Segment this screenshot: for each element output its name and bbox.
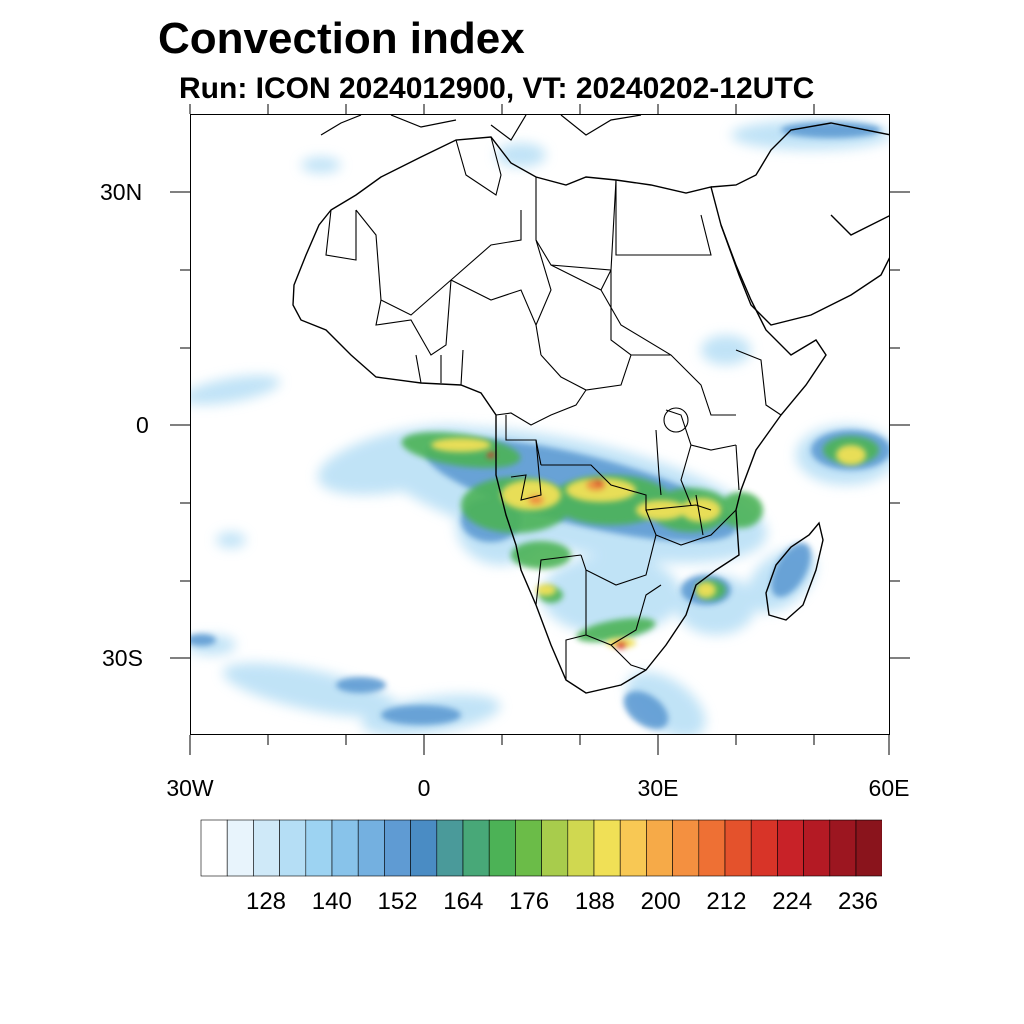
- colorbar-box: [436, 819, 464, 877]
- colorbar-box: [253, 819, 280, 877]
- lat-label-30n: 30N: [100, 179, 143, 205]
- map-panel[interactable]: [190, 114, 890, 735]
- colorbar-label: 188: [574, 888, 615, 915]
- colorbar-box: [593, 819, 621, 877]
- lon-label-0: 0: [417, 775, 431, 801]
- colorbar-box: [541, 819, 569, 877]
- colorbar-box: [750, 819, 778, 877]
- colorbar-box: [357, 819, 385, 877]
- colorbar-box: [724, 819, 752, 877]
- colorbar-box: [384, 819, 411, 877]
- lat-label-0: 0: [136, 412, 149, 438]
- colorbar-box: [672, 819, 700, 877]
- country-borders: [325, 136, 782, 680]
- lon-label-30e: 30E: [637, 775, 679, 801]
- colorbar-box: [279, 819, 307, 877]
- colorbar-label: 212: [706, 888, 747, 915]
- arabia-coastline: [710, 122, 889, 326]
- colorbar-label: 236: [837, 888, 879, 915]
- great-lakes: [655, 407, 704, 536]
- colorbar-box: [200, 819, 228, 877]
- colorbar-box: [855, 819, 882, 877]
- map-title: Convection index: [158, 14, 525, 63]
- colorbar-box: [410, 819, 438, 877]
- madagascar-outline: [765, 521, 824, 621]
- lon-label-30w: 30W: [166, 775, 214, 801]
- colorbar-box: [646, 819, 673, 877]
- colorbar-box: [698, 819, 726, 877]
- colorbar-label: 152: [377, 888, 418, 915]
- map-subtitle: Run: ICON 2024012900, VT: 20240202-12UTC: [179, 72, 815, 105]
- lon-label-60e: 60E: [868, 775, 910, 801]
- colorbar-label: 164: [443, 888, 484, 915]
- colorbar-box: [619, 819, 647, 877]
- colorbar-box: [305, 819, 333, 877]
- colorbar-label: 140: [311, 888, 352, 915]
- africa-coastline: [292, 136, 827, 694]
- colorbar-label: 200: [640, 888, 681, 915]
- colorbar-box: [462, 819, 490, 877]
- colorbar-box: [226, 819, 254, 877]
- map-canvas: [191, 115, 889, 734]
- colorbar-box: [829, 819, 857, 877]
- colorbar-box: [488, 819, 516, 877]
- colorbar-box: [803, 819, 831, 877]
- colorbar-box: [567, 819, 595, 877]
- colorbar-label: 176: [509, 888, 550, 915]
- colorbar-label: 128: [245, 888, 287, 915]
- colorbar-box: [515, 819, 542, 877]
- colorbar-box: [777, 819, 804, 877]
- colorbar-label: 224: [772, 888, 813, 915]
- europe-coastline: [320, 115, 642, 141]
- colorbar: [200, 819, 882, 877]
- colorbar-box: [331, 819, 359, 877]
- lat-label-30s: 30S: [102, 645, 143, 671]
